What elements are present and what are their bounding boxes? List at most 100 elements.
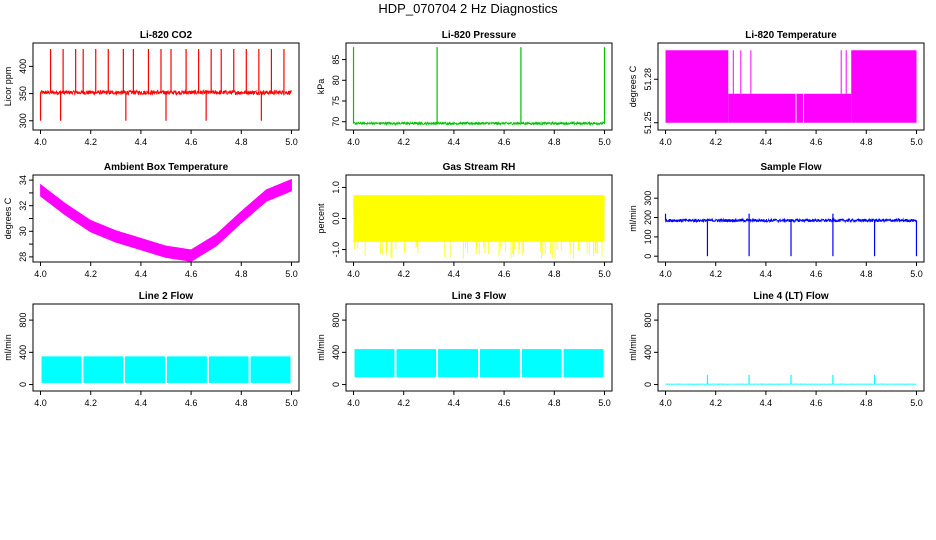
y-tick-label: 51.25: [643, 111, 653, 134]
panel-title: Sample Flow: [760, 162, 821, 173]
y-axis-label: ml/min: [628, 205, 638, 232]
series-band: [354, 349, 395, 378]
series-band: [563, 349, 604, 378]
x-tick-label: 4.6: [498, 269, 511, 279]
x-tick-label: 4.6: [810, 398, 823, 408]
y-axis-label: degrees C: [3, 197, 13, 239]
series-band: [396, 349, 437, 378]
x-tick-label: 4.4: [760, 137, 773, 147]
chart-panel-4: Ambient Box Temperature degrees C 4.0 4.2 4.…: [3, 162, 300, 279]
chart-panel-1: Li-820 CO2 Licor ppm 4.0 4.2 4.4 4.6 4.8 5.0 300…: [3, 30, 300, 147]
plot-frame: [657, 303, 925, 392]
x-tick-label: 4.4: [448, 137, 461, 147]
y-tick-label: 75: [331, 96, 341, 106]
series-band: [83, 356, 124, 383]
y-tick-label: 32: [18, 201, 28, 211]
y-tick-label: 0: [643, 382, 653, 387]
x-tick-label: 4.8: [235, 269, 248, 279]
x-tick-label: 4.6: [810, 269, 823, 279]
series-trace: [664, 213, 918, 257]
y-tick-label: 28: [18, 252, 28, 262]
x-tick-label: 5.0: [285, 137, 298, 147]
series-trace: [352, 47, 606, 127]
x-tick-label: 5.0: [910, 269, 923, 279]
y-axis-label: percent: [316, 203, 326, 234]
x-tick-label: 4.4: [448, 269, 461, 279]
x-tick-label: 4.8: [860, 137, 873, 147]
y-axis-label: degrees C: [628, 65, 638, 107]
y-tick-label: 800: [331, 313, 341, 328]
series-trace: [354, 349, 604, 378]
x-tick-label: 4.0: [659, 137, 672, 147]
series-trace: [353, 195, 605, 259]
panel-title: Li-820 CO2: [140, 30, 193, 41]
x-tick-label: 5.0: [598, 137, 611, 147]
y-tick-label: 800: [18, 313, 28, 328]
series-band: [40, 178, 292, 262]
x-tick-label: 4.2: [84, 137, 97, 147]
series-band: [208, 356, 249, 383]
x-tick-label: 4.0: [347, 398, 360, 408]
x-tick-label: 4.4: [448, 398, 461, 408]
y-tick-label: 400: [643, 345, 653, 360]
plot-frame: [32, 303, 300, 392]
plot-frame: [657, 42, 925, 131]
panel-title: Li-820 Pressure: [442, 30, 517, 41]
x-tick-label: 4.4: [760, 269, 773, 279]
x-tick-label: 4.8: [235, 398, 248, 408]
x-tick-label: 4.0: [34, 269, 47, 279]
series-line: [353, 120, 605, 127]
y-tick-label: 70: [331, 117, 341, 127]
x-tick-label: 4.0: [347, 137, 360, 147]
y-tick-label: 1.0: [331, 181, 341, 194]
y-axis-label: kPa: [316, 79, 326, 95]
y-tick-label: 0: [643, 254, 653, 259]
y-tick-label: 200: [643, 210, 653, 225]
series-trace: [665, 374, 917, 385]
panel-title: Li-820 Temperature: [745, 30, 837, 41]
series-band: [438, 349, 478, 378]
plot-frame: [345, 303, 613, 392]
x-tick-label: 4.6: [498, 398, 511, 408]
x-tick-label: 4.6: [185, 398, 198, 408]
x-tick-label: 5.0: [285, 398, 298, 408]
y-tick-label: 300: [643, 191, 653, 206]
y-tick-label: 300: [18, 113, 28, 128]
x-tick-label: 4.8: [860, 269, 873, 279]
chart-panel-7: Line 2 Flow ml/min 4.0 4.2 4.4 4.6 4.8 5.0 0 400 8…: [3, 291, 300, 408]
series-band: [851, 50, 917, 123]
x-tick-label: 5.0: [598, 398, 611, 408]
y-tick-label: 0.0: [331, 212, 341, 225]
x-tick-label: 4.2: [397, 269, 410, 279]
x-tick-label: 4.0: [347, 269, 360, 279]
x-tick-label: 4.8: [548, 269, 561, 279]
series-band: [167, 356, 207, 383]
panel-title: Gas Stream RH: [443, 162, 516, 173]
series-band: [728, 93, 852, 123]
series-band: [521, 349, 562, 378]
y-tick-label: 400: [18, 345, 28, 360]
x-tick-label: 5.0: [910, 398, 923, 408]
x-tick-label: 4.2: [709, 269, 722, 279]
x-tick-label: 4.8: [860, 398, 873, 408]
y-tick-label: 400: [18, 59, 28, 74]
chart-panel-3: Li-820 Temperature degrees C 4.0 4.2 4.4 4.6 4…: [628, 30, 925, 147]
y-tick-label: 51.28: [643, 68, 653, 91]
chart-panel-5: Gas Stream RH percent 4.0 4.2 4.4 4.6 4.8 5.0 -1…: [316, 162, 613, 279]
panel-title: Line 3 Flow: [452, 291, 507, 302]
series-band: [665, 50, 729, 123]
x-tick-label: 4.6: [185, 269, 198, 279]
y-axis-label: ml/min: [628, 334, 638, 361]
y-axis-label: Licor ppm: [3, 67, 13, 107]
x-tick-label: 4.4: [135, 398, 148, 408]
chart-panel-2: Li-820 Pressure kPa 4.0 4.2 4.4 4.6 4.8 5.0 70 75…: [316, 30, 613, 147]
y-tick-label: 350: [18, 86, 28, 101]
x-tick-label: 4.6: [498, 137, 511, 147]
x-tick-label: 4.2: [709, 398, 722, 408]
x-tick-label: 4.0: [659, 398, 672, 408]
x-tick-label: 4.2: [397, 137, 410, 147]
x-tick-label: 4.0: [34, 398, 47, 408]
chart-panel-9: Line 4 (LT) Flow ml/min 4.0 4.2 4.4 4.6 4.8 5.0…: [628, 291, 925, 408]
x-tick-label: 4.2: [84, 398, 97, 408]
